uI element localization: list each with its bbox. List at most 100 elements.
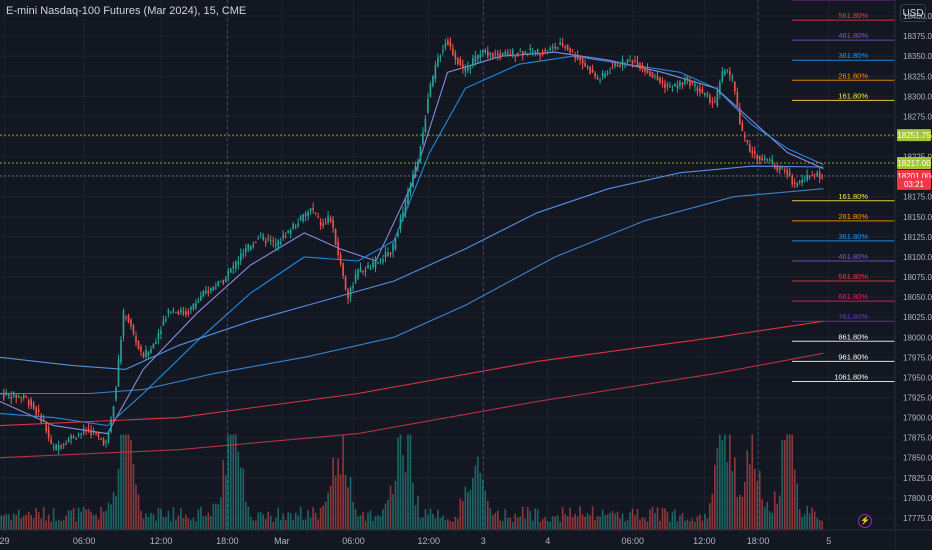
candle-body[interactable] [102, 439, 105, 446]
candle-body[interactable] [739, 108, 741, 124]
candle-body[interactable] [210, 287, 212, 292]
candle-body[interactable] [636, 61, 639, 68]
candle-body[interactable] [486, 50, 489, 57]
candle-body[interactable] [808, 175, 811, 178]
candle-body[interactable] [187, 311, 190, 315]
candle-body[interactable] [736, 92, 739, 107]
candle-body[interactable] [167, 309, 170, 314]
candle-body[interactable] [813, 173, 816, 175]
candle-body[interactable] [185, 311, 187, 315]
candle-body[interactable] [65, 443, 67, 445]
candle-body[interactable] [244, 248, 247, 253]
candle-body[interactable] [472, 58, 474, 66]
candle-body[interactable] [232, 265, 235, 269]
candle-body[interactable] [684, 79, 686, 84]
candle-body[interactable] [120, 339, 122, 363]
candle-body[interactable] [200, 295, 202, 301]
candle-body[interactable] [107, 432, 110, 442]
candle-body[interactable] [748, 144, 751, 152]
candle-body[interactable] [304, 213, 307, 217]
candle-body[interactable] [506, 52, 509, 56]
candle-body[interactable] [227, 271, 230, 277]
candle-body[interactable] [279, 242, 282, 245]
candle-body[interactable] [566, 44, 569, 51]
candle-body[interactable] [526, 53, 529, 55]
lightning-icon[interactable]: ⚡ [858, 514, 872, 528]
candle-body[interactable] [180, 309, 182, 313]
candle-body[interactable] [319, 221, 322, 226]
candle-body[interactable] [444, 43, 447, 48]
candle-body[interactable] [100, 438, 102, 440]
candle-body[interactable] [766, 158, 769, 160]
candle-body[interactable] [132, 325, 135, 334]
candle-body[interactable] [724, 70, 726, 76]
candle-body[interactable] [531, 52, 534, 55]
candle-body[interactable] [17, 396, 20, 398]
candle-body[interactable] [117, 359, 120, 387]
candle-body[interactable] [312, 207, 314, 210]
candle-body[interactable] [342, 263, 344, 277]
candle-body[interactable] [247, 244, 250, 250]
candle-body[interactable] [743, 135, 746, 138]
candle-body[interactable] [664, 83, 666, 88]
candle-body[interactable] [87, 428, 90, 430]
candle-body[interactable] [457, 58, 459, 65]
candle-body[interactable] [50, 439, 52, 444]
candle-body[interactable] [409, 186, 412, 193]
candle-body[interactable] [77, 434, 80, 436]
candle-body[interactable] [559, 42, 561, 45]
candle-body[interactable] [474, 55, 477, 63]
candle-body[interactable] [334, 228, 337, 245]
candle-body[interactable] [449, 41, 452, 47]
currency-button[interactable]: USD [900, 4, 926, 22]
candle-body[interactable] [367, 265, 369, 269]
candle-body[interactable] [267, 238, 270, 240]
candle-body[interactable] [437, 57, 439, 67]
candle-body[interactable] [182, 311, 185, 314]
candle-body[interactable] [239, 253, 242, 261]
candle-body[interactable] [534, 50, 537, 52]
candle-body[interactable] [322, 223, 324, 226]
candle-body[interactable] [205, 290, 207, 293]
candle-body[interactable] [399, 217, 402, 229]
candle-body[interactable] [761, 157, 764, 161]
candle-body[interactable] [362, 271, 364, 273]
candle-body[interactable] [666, 84, 669, 87]
candle-body[interactable] [447, 40, 449, 46]
candle-body[interactable] [753, 151, 756, 154]
candle-body[interactable] [75, 438, 77, 440]
candle-body[interactable] [691, 82, 694, 84]
candle-body[interactable] [699, 88, 701, 93]
candle-body[interactable] [599, 80, 601, 82]
candle-body[interactable] [35, 407, 37, 415]
candle-body[interactable] [299, 215, 302, 221]
candle-body[interactable] [292, 223, 294, 229]
candle-body[interactable] [442, 50, 444, 52]
candle-body[interactable] [818, 172, 821, 179]
candle-body[interactable] [105, 441, 107, 443]
candle-body[interactable] [551, 47, 554, 49]
candle-body[interactable] [631, 60, 634, 64]
candle-body[interactable] [606, 73, 609, 75]
candle-body[interactable] [541, 51, 544, 56]
candle-body[interactable] [122, 310, 125, 336]
candle-body[interactable] [42, 418, 45, 421]
candle-body[interactable] [30, 399, 33, 407]
candle-body[interactable] [564, 46, 566, 48]
candle-body[interactable] [676, 85, 679, 89]
candle-body[interactable] [704, 92, 706, 96]
candle-body[interactable] [621, 59, 624, 66]
candle-body[interactable] [160, 330, 162, 335]
candle-body[interactable] [175, 311, 177, 313]
candle-body[interactable] [811, 175, 813, 177]
candle-body[interactable] [574, 54, 576, 59]
candle-body[interactable] [576, 54, 579, 60]
candle-body[interactable] [651, 72, 654, 78]
candle-body[interactable] [681, 82, 684, 85]
candle-body[interactable] [190, 306, 192, 310]
candle-body[interactable] [729, 71, 731, 76]
candle-body[interactable] [798, 181, 801, 183]
candle-body[interactable] [10, 396, 13, 399]
candle-body[interactable] [130, 319, 132, 327]
